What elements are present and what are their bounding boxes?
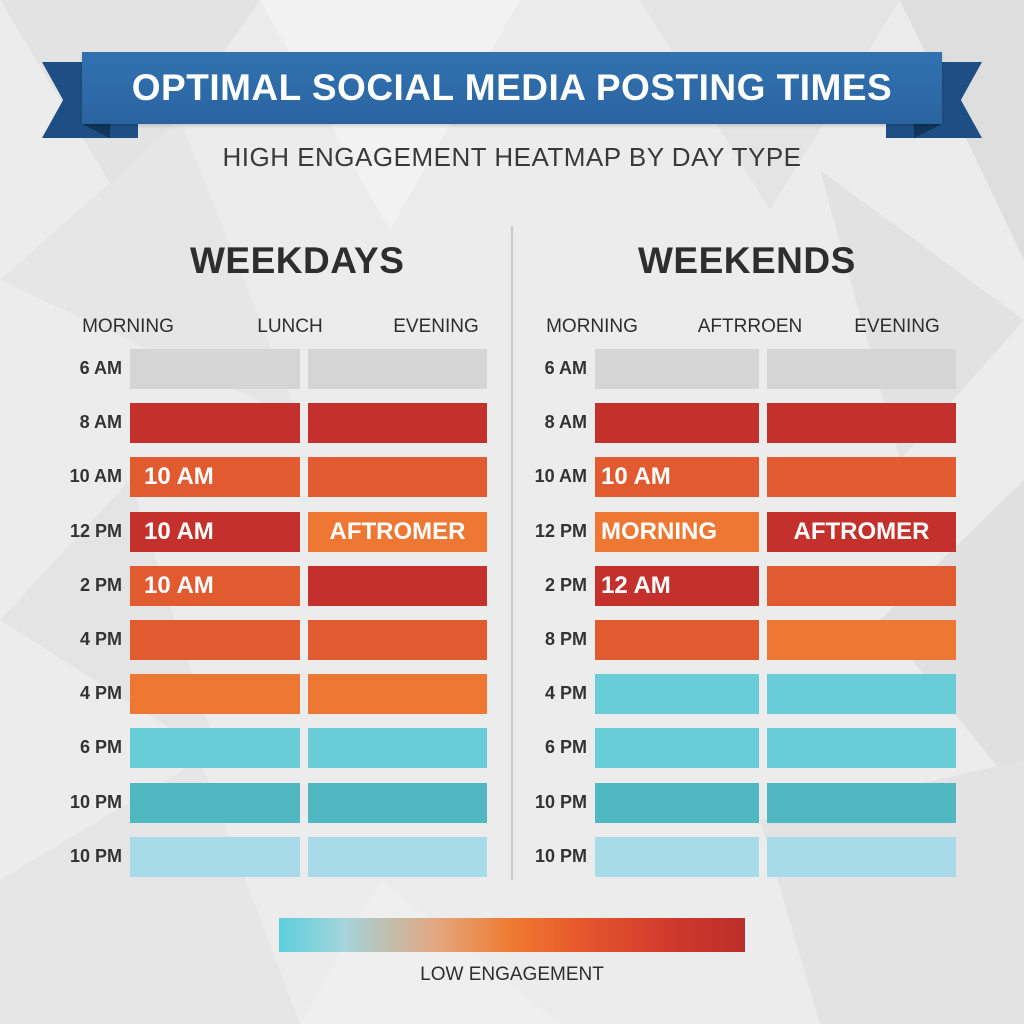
- row-label: 6 AM: [79, 358, 122, 378]
- heatmap-cell: 12 AM: [595, 566, 759, 606]
- heatmap-cell: [130, 783, 300, 823]
- heatmap-cell: [767, 457, 956, 497]
- heatmap-cell: [595, 620, 759, 660]
- heatmap-cell: [595, 349, 759, 389]
- cell-label: AFTROMER: [793, 518, 930, 545]
- heatmap-cell: [595, 783, 759, 823]
- heatmap-cell: [308, 620, 487, 660]
- legend-label: LOW ENGAGEMENT: [420, 964, 604, 985]
- heatmap-cell: [308, 728, 487, 768]
- heatmap-cell: [308, 566, 487, 606]
- row-label: 6 PM: [79, 737, 122, 757]
- panel-divider: [511, 226, 513, 880]
- heatmap-cell: [767, 349, 956, 389]
- row-label: 2 PM: [79, 575, 122, 595]
- row-label: 4 PM: [79, 683, 122, 703]
- row-label: 4 PM: [544, 683, 587, 703]
- heatmap-cell: MORNING: [595, 512, 759, 552]
- row-label: 6 AM: [544, 358, 587, 378]
- heatmap-cell: 10 AM: [595, 457, 759, 497]
- legend-gradient-bar: [279, 918, 745, 952]
- heatmap-cell: [130, 674, 300, 714]
- column-header: LUNCH: [257, 316, 323, 337]
- heatmap-cell: [308, 403, 487, 443]
- column-header: MORNING: [82, 316, 174, 337]
- heatmap-cell: [767, 566, 956, 606]
- cell-label: 10 AM: [601, 463, 671, 490]
- heatmap-cell: [767, 674, 956, 714]
- heatmap-cell: [767, 620, 956, 660]
- row-label: 8 PM: [544, 629, 587, 649]
- row-label: 12 PM: [69, 521, 122, 541]
- column-header: EVENING: [393, 316, 479, 337]
- heatmap-cell: AFTROMER: [767, 512, 956, 552]
- cell-label: 10 AM: [144, 518, 214, 545]
- row-label: 8 AM: [79, 412, 122, 432]
- page-title: OPTIMAL SOCIAL MEDIA POSTING TIMES: [131, 67, 893, 108]
- heatmap-cell: [130, 403, 300, 443]
- heatmap-cell: [767, 403, 956, 443]
- row-label: 10 PM: [534, 792, 587, 812]
- row-label: 10 PM: [534, 846, 587, 866]
- cell-label: 10 AM: [144, 572, 214, 599]
- column-header: AFTRROEN: [697, 316, 803, 337]
- heatmap-cell: [308, 349, 487, 389]
- heatmap-cell: [767, 728, 956, 768]
- row-label: 12 PM: [534, 521, 587, 541]
- heatmap-cell: AFTROMER: [308, 512, 487, 552]
- row-label: 4 PM: [79, 629, 122, 649]
- heatmap-cell: 10 AM: [130, 512, 300, 552]
- heatmap-cell: 10 AM: [130, 566, 300, 606]
- heatmap-cell: [595, 728, 759, 768]
- row-label: 10 PM: [69, 792, 122, 812]
- heatmap-cell: [595, 674, 759, 714]
- panel-title: WEEKENDS: [638, 240, 856, 281]
- cell-label: 12 AM: [601, 572, 671, 599]
- row-label: 10 AM: [534, 466, 587, 486]
- cell-label: AFTROMER: [329, 518, 466, 545]
- heatmap-cell: [130, 728, 300, 768]
- column-header: EVENING: [854, 316, 940, 337]
- heatmap-cell: [308, 457, 487, 497]
- cell-label: 10 AM: [144, 463, 214, 490]
- heatmap-cell: [308, 783, 487, 823]
- heatmap-cell: [595, 837, 759, 877]
- column-header: MORNING: [546, 316, 638, 337]
- row-label: 10 PM: [69, 846, 122, 866]
- heatmap-cell: [130, 620, 300, 660]
- row-label: 8 AM: [544, 412, 587, 432]
- row-label: 10 AM: [69, 466, 122, 486]
- heatmap-cell: [308, 674, 487, 714]
- title-banner: OPTIMAL SOCIAL MEDIA POSTING TIMES: [82, 52, 942, 124]
- heatmap-cell: [130, 837, 300, 877]
- heatmap-cell: [767, 837, 956, 877]
- heatmap-cell: [130, 349, 300, 389]
- heatmap-cell: [308, 837, 487, 877]
- heatmap-cell: [767, 783, 956, 823]
- row-label: 2 PM: [544, 575, 587, 595]
- cell-label: MORNING: [601, 518, 717, 545]
- row-label: 6 PM: [544, 737, 587, 757]
- heatmap-cell: [595, 403, 759, 443]
- panel-title: WEEKDAYS: [190, 240, 405, 281]
- page-subtitle: HIGH ENGAGEMENT HEATMAP BY DAY TYPE: [222, 142, 802, 172]
- heatmap-cell: 10 AM: [130, 457, 300, 497]
